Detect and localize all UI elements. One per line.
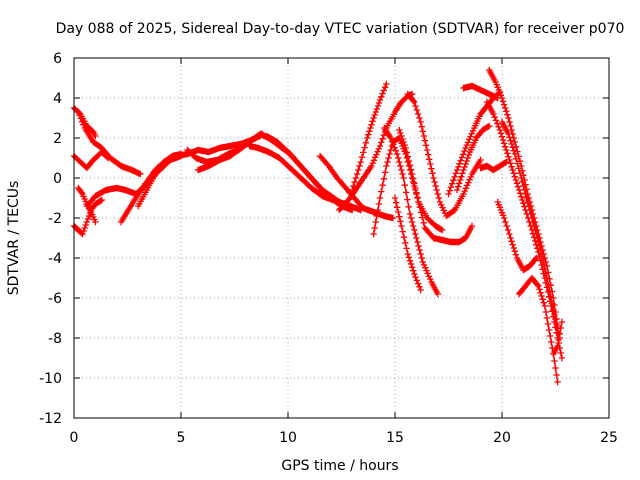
series-pass-25	[477, 158, 510, 174]
series-markers	[336, 90, 416, 214]
y-tick-label: -4	[48, 251, 62, 267]
data-series	[70, 66, 566, 386]
series-markers	[391, 194, 424, 294]
y-tick-label: 4	[53, 91, 62, 107]
series-markers	[483, 98, 566, 362]
plot-frame	[73, 57, 610, 419]
series-pass-15	[336, 90, 416, 214]
series-markers	[404, 90, 484, 220]
x-tick-labels: 0 5 10 15 20 25	[70, 430, 618, 446]
y-tick-label: 6	[53, 51, 62, 67]
series-markers	[498, 118, 563, 342]
series-line	[383, 127, 439, 295]
x-tick-label: 15	[386, 430, 404, 446]
y-axis-label: SDTVAR / TECUs	[6, 181, 22, 296]
series-pass-29	[494, 198, 540, 274]
y-tick-label: -10	[39, 371, 62, 387]
x-axis-label: GPS time / hours	[281, 458, 398, 474]
series-pass-04	[75, 108, 144, 178]
series-markers	[515, 274, 561, 386]
x-tick-label: 25	[600, 430, 618, 446]
series-pass-20	[404, 90, 484, 220]
series-pass-28	[498, 118, 563, 342]
series-pass-16	[349, 80, 390, 194]
chart-title: Day 088 of 2025, Sidereal Day-to-day VTE…	[56, 21, 625, 37]
series-markers	[194, 130, 266, 174]
y-tick-label: -2	[48, 211, 62, 227]
series-pass-12	[246, 142, 337, 204]
series-pass-27	[483, 98, 566, 362]
series-pass-23	[453, 122, 493, 194]
series-markers	[550, 318, 566, 358]
series-markers	[246, 142, 337, 204]
x-tick-label: 10	[279, 430, 297, 446]
series-pass-13	[263, 132, 356, 214]
series-markers	[460, 82, 501, 102]
series-markers	[381, 124, 441, 298]
series-pass-24	[460, 82, 501, 102]
series-pass-10	[194, 130, 266, 174]
series-markers	[494, 198, 540, 274]
series-pass-19	[396, 126, 476, 246]
x-tick-label: 0	[70, 430, 79, 446]
y-tick-label: -6	[48, 291, 62, 307]
series-markers	[477, 158, 510, 174]
x-tick-label: 20	[493, 430, 511, 446]
series-markers	[396, 126, 476, 246]
series-markers	[453, 122, 493, 194]
series-line	[486, 101, 563, 359]
y-tick-label: -12	[39, 411, 62, 427]
axis-ticks	[73, 57, 610, 419]
series-pass-31	[550, 318, 566, 358]
series-pass-18	[381, 124, 441, 298]
y-tick-label: 2	[53, 131, 62, 147]
series-markers	[75, 108, 144, 178]
y-tick-label: -8	[48, 331, 62, 347]
grid-lines	[74, 58, 609, 418]
y-tick-label: 0	[53, 171, 62, 187]
series-markers	[349, 80, 390, 194]
x-tick-label: 5	[177, 430, 186, 446]
y-tick-labels: -12 -10 -8 -6 -4 -2 0 2 4 6	[39, 51, 62, 427]
series-pass-21	[391, 194, 424, 294]
